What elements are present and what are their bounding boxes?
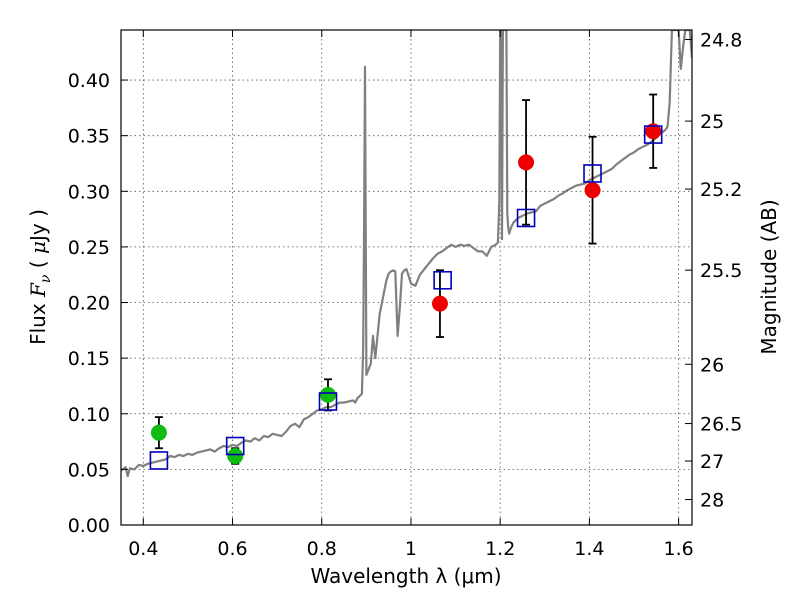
axes-group: 0.4 0.6 0.8 1 1.2 1.4 1.6 0.00 0.05 0.10 0.15 0.20 0… [68,29,743,560]
red-data-point [645,123,662,140]
grid-lines [121,30,692,526]
x-axis-label: Wavelength λ (μm) [310,564,501,588]
y2-tick-label: 28 [700,490,724,512]
x-tick-label: 1.6 [664,538,694,560]
green-data-point [319,386,336,403]
red-data-point [431,295,448,312]
y-tick-label: 0.20 [68,293,110,315]
model-photometry-square [583,164,602,183]
y2-tick-label: 25.5 [700,260,742,282]
y-tick-label: 0.10 [68,404,110,426]
model-photometry-square [318,392,338,411]
model-photometry-square [225,436,245,456]
plot-frame [120,29,693,526]
model-photometry-square [433,270,452,290]
data-points-group [149,93,663,470]
red-data-point [518,154,535,171]
y2-axis-label: Magnitude (AB) [757,199,781,354]
red-data-point [584,182,601,199]
y-tick-label: 0.15 [68,348,110,370]
plot-area [121,30,692,525]
y2-tick-label: 25.2 [700,179,742,201]
x-tick-label: 1 [405,538,417,560]
y2-tick-label: 24.8 [700,29,742,51]
y-axis-label: Flux Fν ( μJy ) [26,209,54,345]
y-tick-label: 0.30 [68,181,110,203]
model-photometry-square [516,208,536,228]
green-data-point [227,448,244,465]
model-photometry-square [149,451,169,470]
x-tick-label: 1.2 [485,538,515,560]
x-tick-label: 1.4 [574,538,604,560]
y-tick-label: 0.05 [68,459,110,481]
model-spectrum-group [121,30,692,478]
y2-tick-label: 27 [700,451,724,473]
model-photometry-square [643,125,663,144]
y2-tick-label: 26.5 [700,414,742,436]
y-tick-label: 0.00 [68,515,110,537]
green-data-point [150,424,167,441]
y2-tick-label: 26 [700,354,724,376]
y-tick-label: 0.35 [68,126,110,148]
y-tick-label: 0.40 [68,70,110,92]
y2-tick-label: 25 [700,111,724,133]
y-tick-label: 0.25 [68,237,110,259]
x-tick-label: 0.6 [217,538,247,560]
x-tick-label: 0.4 [128,538,158,560]
model-spectrum-line [121,30,692,478]
x-tick-label: 0.8 [307,538,337,560]
